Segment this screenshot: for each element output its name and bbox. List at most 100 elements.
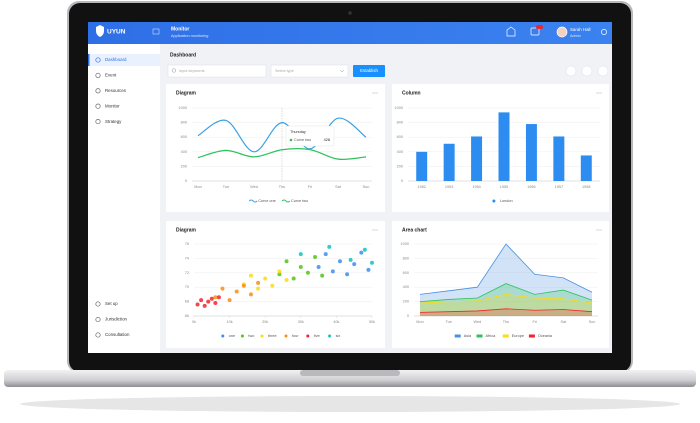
legend-label[interactable]: four	[292, 334, 299, 338]
tool-button[interactable]	[597, 65, 609, 77]
point	[270, 283, 275, 288]
menu-item[interactable]: Set up	[105, 301, 118, 306]
point	[209, 296, 214, 301]
legend-label[interactable]: Curve one	[258, 199, 276, 203]
collapse-icon[interactable]	[152, 28, 160, 35]
point	[320, 273, 325, 278]
message-icon[interactable]	[530, 27, 540, 36]
establish-button[interactable]	[353, 65, 385, 77]
point	[284, 278, 289, 282]
legend-label[interactable]: Asia	[464, 334, 472, 338]
settings-icon[interactable]	[601, 29, 607, 35]
x-tick-label: Wed	[250, 185, 258, 189]
point	[195, 302, 200, 307]
legend-swatch	[281, 199, 291, 203]
point	[227, 298, 232, 303]
legend-label[interactable]: Curve two	[291, 199, 308, 203]
tool-button[interactable]	[581, 65, 593, 77]
menu-item[interactable]: Dashboard	[105, 57, 127, 62]
select-box[interactable]	[270, 64, 349, 78]
point	[345, 272, 350, 277]
legend-label[interactable]: one	[229, 334, 235, 338]
home-icon[interactable]	[506, 26, 516, 37]
avatar[interactable]	[556, 26, 568, 38]
menu-item[interactable]: Strategy	[105, 119, 122, 124]
search-icon	[171, 68, 177, 73]
menu-item[interactable]: Resources	[105, 88, 127, 93]
point	[234, 289, 239, 294]
point	[316, 265, 321, 270]
legend-swatch	[502, 334, 509, 338]
point	[202, 303, 207, 308]
x-tick-label: Sat	[560, 320, 567, 324]
shadow	[20, 396, 680, 412]
menu-item[interactable]: Event	[105, 73, 117, 78]
y-tick-label: 600	[403, 271, 409, 275]
legend-swatch	[221, 334, 225, 338]
point	[220, 286, 225, 291]
menu-item[interactable]: Consultation	[105, 332, 130, 337]
search-box[interactable]	[167, 64, 267, 78]
x-tick-label: 10k	[227, 320, 233, 324]
legend-label[interactable]: Africa	[486, 334, 497, 338]
legend-label[interactable]: Europe	[512, 334, 524, 338]
menu-icon	[95, 103, 101, 109]
line	[419, 283, 593, 302]
logo: UYUN	[107, 29, 126, 36]
x-tick-label: 40k	[333, 320, 339, 324]
card	[392, 221, 609, 348]
tool-button[interactable]	[565, 65, 577, 77]
bar	[553, 136, 565, 181]
point	[248, 292, 253, 297]
legend-label[interactable]: Oceania	[538, 334, 553, 338]
menu-item[interactable]: Jurisdiction	[105, 317, 128, 322]
point	[366, 267, 371, 272]
laptop-base	[4, 370, 696, 387]
legend-label[interactable]: five	[314, 334, 320, 338]
x-tick-label: Mon	[194, 185, 201, 189]
more-icon	[596, 92, 598, 94]
tooltip	[285, 125, 335, 147]
more-icon	[376, 92, 378, 94]
camera	[348, 11, 352, 15]
bar	[471, 136, 483, 181]
search-placeholder: Input keywords	[179, 69, 205, 73]
button-label: Establish	[360, 68, 378, 73]
area	[420, 283, 592, 316]
app-subtitle: Application monitoring	[171, 34, 208, 38]
legend-label[interactable]: London	[500, 199, 513, 203]
point	[206, 299, 211, 304]
area	[420, 294, 592, 316]
point	[362, 247, 367, 252]
menu-icon	[95, 57, 101, 63]
legend-swatch	[454, 334, 461, 338]
point	[298, 265, 303, 270]
y-tick-label: 0	[401, 179, 403, 183]
point	[348, 257, 353, 262]
point	[263, 276, 268, 281]
y-tick-label: 200	[403, 300, 409, 304]
card	[166, 84, 385, 212]
legend-label[interactable]: six	[336, 334, 341, 338]
menu-icon	[95, 88, 101, 94]
bar	[416, 151, 428, 181]
legend-label[interactable]: three	[268, 334, 277, 338]
y-tick-label: 0	[185, 179, 187, 183]
x-tick-label: 20k	[262, 320, 268, 324]
legend-label[interactable]: two	[248, 334, 254, 338]
menu-item[interactable]: Monitor	[105, 103, 120, 108]
x-tick-label: 1953	[445, 185, 453, 189]
page-title: Dashboard	[170, 52, 196, 58]
chart-title: Area chart	[402, 227, 427, 233]
point	[352, 262, 357, 267]
notch	[300, 370, 400, 376]
more-icon	[600, 229, 602, 231]
legend-swatch	[306, 334, 310, 338]
point	[284, 259, 289, 264]
y-tick-label: 1000	[401, 242, 409, 246]
x-tick-label: 0k	[192, 320, 196, 324]
legend-swatch	[240, 334, 244, 338]
y-tick-label: 400	[403, 285, 409, 289]
tooltip-series: Curve two	[294, 138, 311, 142]
